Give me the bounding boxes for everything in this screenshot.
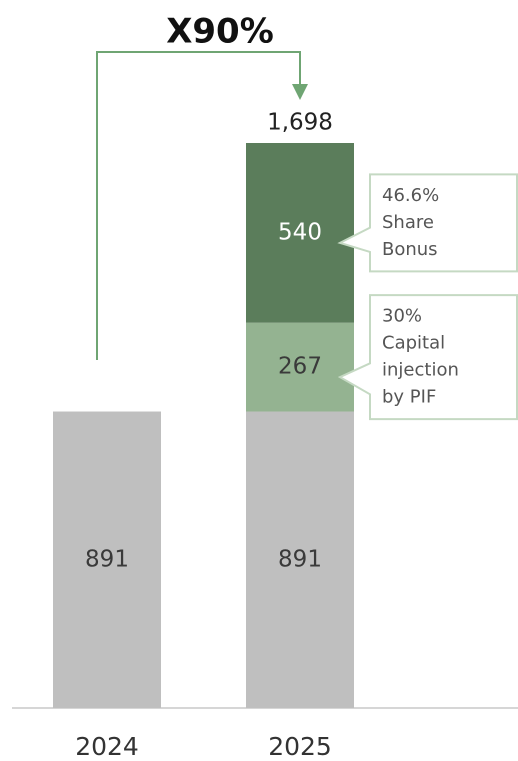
callout-text: 46.6% — [382, 185, 439, 206]
x-tick-label: 2025 — [268, 732, 332, 761]
bar-segment — [246, 411, 354, 708]
callout-box — [337, 173, 518, 273]
callout-box — [337, 294, 518, 421]
value-label: 267 — [278, 354, 322, 380]
callout-text: 30% — [382, 306, 422, 327]
bar-segment — [53, 411, 161, 708]
callout-text: injection — [382, 360, 459, 381]
callout-text: by PIF — [382, 387, 436, 408]
total-label: 1,698 — [267, 110, 333, 136]
value-label: 540 — [278, 219, 322, 245]
value-label: 891 — [85, 546, 129, 572]
value-label: 891 — [278, 546, 322, 572]
x-tick-label: 2024 — [75, 732, 139, 761]
bar-segment — [246, 143, 354, 323]
growth-annotation: X90% — [166, 12, 274, 52]
growth-arrow — [96, 51, 301, 360]
callout-text: Share — [382, 212, 434, 233]
arrow-head — [292, 84, 308, 100]
bar-segment — [246, 322, 354, 412]
callout-text: Bonus — [382, 239, 438, 260]
callout-text: Capital — [382, 333, 445, 354]
